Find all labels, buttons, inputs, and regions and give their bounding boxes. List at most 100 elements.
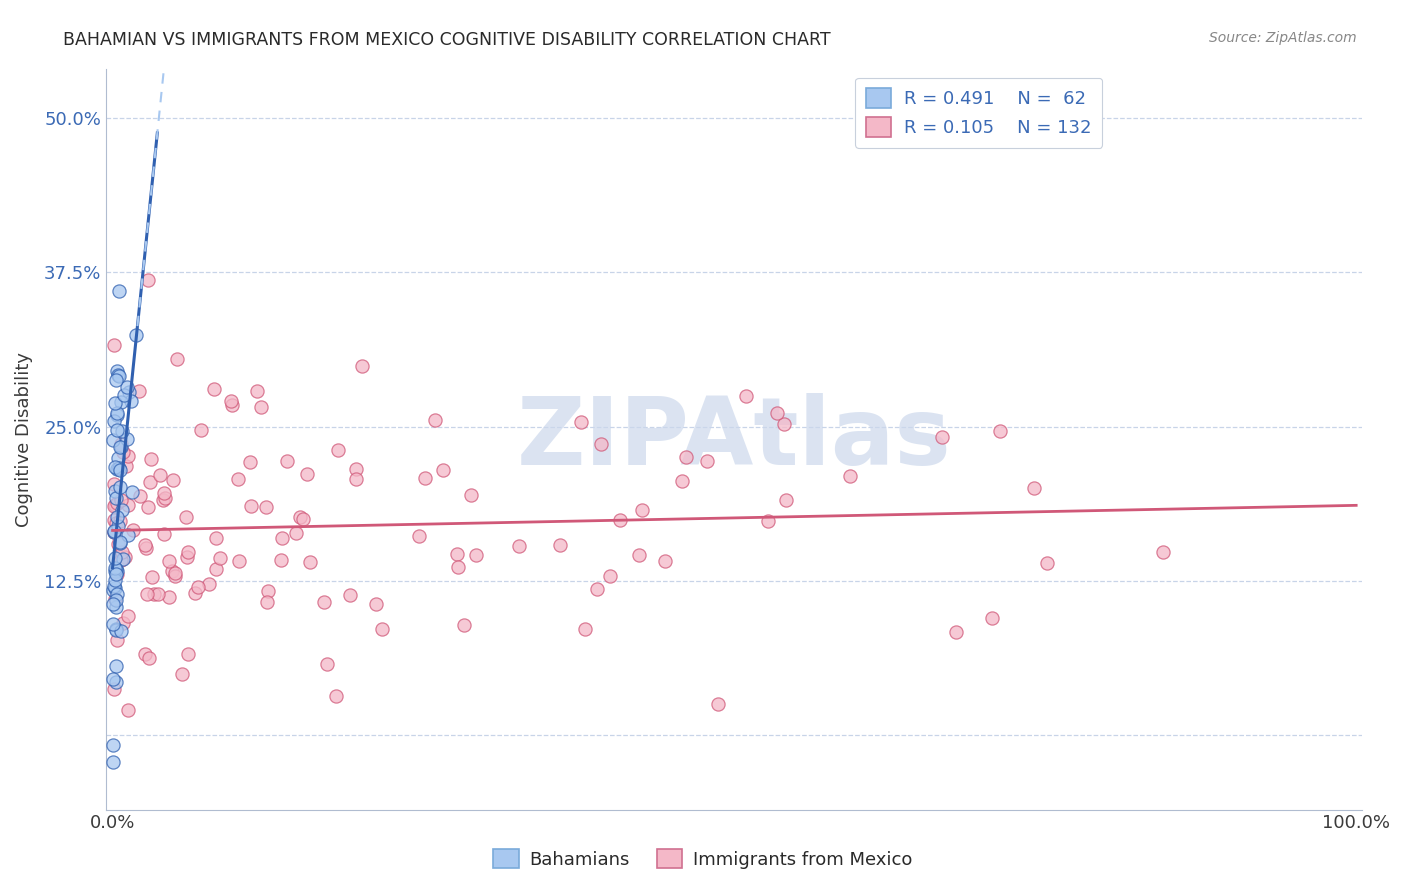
Point [110,535,132,549]
Point [945,624,967,639]
Point [609,513,631,527]
Legend: R = 0.491    N =  62, R = 0.105    N = 132: R = 0.491 N = 62, R = 0.105 N = 132 [855,78,1102,148]
Point [105,364,128,378]
Text: Source: ZipAtlas.com: Source: ZipAtlas.com [1209,31,1357,45]
Point [104,623,127,637]
Point [105,633,128,648]
Point [574,622,596,636]
Point [157,591,180,605]
Point [120,394,142,409]
Point [110,545,132,559]
Point [117,609,139,624]
Point [110,624,132,638]
Point [117,499,139,513]
Point [773,417,796,431]
Point [103,414,125,428]
Point [585,582,607,596]
Point [105,406,128,420]
Point [107,368,129,382]
Text: BAHAMIAN VS IMMIGRANTS FROM MEXICO COGNITIVE DISABILITY CORRELATION CHART: BAHAMIAN VS IMMIGRANTS FROM MEXICO COGNI… [63,31,831,49]
Point [103,513,125,527]
Point [105,675,128,690]
Point [107,450,129,465]
Point [190,424,212,438]
Point [117,433,139,447]
Point [165,569,187,583]
Point [110,395,132,409]
Point [423,413,446,427]
Point [122,523,145,537]
Point [149,467,172,482]
Point [111,551,134,566]
Point [228,553,250,567]
Point [105,566,128,581]
Point [460,488,482,502]
Point [221,397,243,411]
Point [548,538,571,552]
Point [111,445,134,459]
Point [707,697,730,711]
Point [177,545,200,559]
Point [101,755,124,769]
Point [105,567,128,582]
Text: ZIPAtlas: ZIPAtlas [517,393,952,485]
Point [204,383,226,397]
Point [141,451,163,466]
Point [344,462,367,476]
Point [108,536,131,550]
Point [136,500,159,514]
Point [104,591,127,606]
Point [108,440,131,454]
Point [111,615,134,630]
Point [135,541,157,555]
Point [288,509,311,524]
Point [184,585,207,599]
Point [508,539,530,553]
Point [838,469,860,483]
Point [766,406,789,420]
Point [153,486,176,500]
Point [589,437,612,451]
Point [246,384,269,398]
Point [103,338,125,352]
Point [104,396,127,410]
Point [105,599,128,614]
Point [117,703,139,717]
Point [654,554,676,568]
Point [239,499,262,513]
Point [117,379,139,393]
Point [988,424,1011,438]
Point [117,527,139,541]
Point [446,547,468,561]
Point [103,579,125,593]
Point [325,689,347,703]
Point [162,473,184,487]
Point [298,556,321,570]
Point [1152,545,1174,559]
Point [108,480,131,494]
Point [270,532,292,546]
Point [352,359,374,373]
Point [105,593,128,607]
Legend: Bahamians, Immigrants from Mexico: Bahamians, Immigrants from Mexico [486,841,920,876]
Point [104,551,127,566]
Point [141,570,163,584]
Point [105,423,128,437]
Point [110,463,132,477]
Point [103,738,125,752]
Point [108,514,131,528]
Point [111,424,134,438]
Point [103,524,125,538]
Point [101,597,124,611]
Point [204,562,226,576]
Point [129,489,152,503]
Point [103,524,125,539]
Point [104,460,127,475]
Point [344,471,367,485]
Point [114,549,136,564]
Point [627,548,650,562]
Point [371,622,394,636]
Point [108,285,131,299]
Point [187,581,209,595]
Point [197,577,219,591]
